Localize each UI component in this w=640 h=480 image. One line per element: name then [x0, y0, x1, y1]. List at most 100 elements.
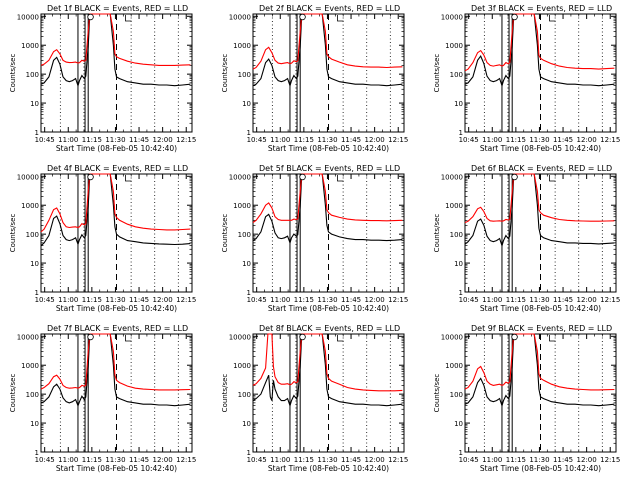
y-tick-label: 100: [26, 71, 39, 79]
y-tick-label: 1000: [445, 202, 463, 210]
series-line-events: [40, 173, 191, 247]
y-tick-label: 10: [454, 420, 463, 428]
x-tick-label: 11:30: [105, 136, 125, 144]
x-tick-label: 11:30: [529, 136, 549, 144]
y-tick-label: 100: [238, 71, 251, 79]
event-marker-bracket: [337, 15, 344, 22]
y-tick-label: 10: [454, 260, 463, 268]
y-tick-label: 1: [247, 449, 251, 457]
event-marker-circle: [299, 173, 306, 181]
x-tick-label: 11:30: [105, 456, 125, 464]
x-tick-label: 12:15: [388, 456, 408, 464]
y-tick-label: 10: [242, 100, 251, 108]
y-tick-label: 1: [35, 449, 39, 457]
event-marker-bracket: [125, 175, 132, 182]
x-tick-label: 11:45: [553, 456, 573, 464]
y-axis-label: Counts/sec: [433, 374, 441, 413]
x-tick-label: 12:00: [577, 456, 597, 464]
panel-title: Det 8f BLACK = Events, RED = LLD: [259, 324, 400, 333]
y-tick-label: 1: [459, 449, 463, 457]
y-tick-label: 10: [30, 260, 39, 268]
x-axis-label: Start Time (08-Feb-05 10:42:40): [268, 144, 389, 153]
series-line-lld: [464, 173, 615, 224]
x-tick-label: 12:15: [388, 296, 408, 304]
event-marker-circle: [511, 13, 518, 21]
x-axis-label: Start Time (08-Feb-05 10:42:40): [56, 144, 177, 153]
x-tick-label: 11:15: [294, 456, 314, 464]
y-tick-label: 1000: [233, 42, 251, 50]
x-tick-label: 11:15: [82, 456, 102, 464]
x-axis-label: Start Time (08-Feb-05 10:42:40): [268, 304, 389, 313]
x-tick-label: 11:30: [317, 296, 337, 304]
y-tick-label: 10000: [229, 13, 251, 21]
y-tick-label: 100: [238, 391, 251, 399]
y-axis-label: Counts/sec: [221, 374, 229, 413]
panel-title: Det 7f BLACK = Events, RED = LLD: [47, 324, 188, 333]
y-axis-label: Counts/sec: [433, 54, 441, 93]
y-tick-label: 100: [450, 391, 463, 399]
y-tick-label: 100: [26, 231, 39, 239]
x-tick-label: 11:45: [341, 296, 361, 304]
x-tick-label: 12:00: [153, 296, 173, 304]
event-marker-bracket: [125, 335, 132, 342]
y-tick-label: 1: [35, 289, 39, 297]
x-tick-label: 12:00: [153, 136, 173, 144]
x-tick-label: 12:00: [365, 456, 385, 464]
x-tick-label: 12:00: [153, 456, 173, 464]
event-marker-bracket: [337, 335, 344, 342]
panel-title: Det 3f BLACK = Events, RED = LLD: [471, 4, 612, 13]
y-tick-label: 10000: [229, 173, 251, 181]
x-tick-label: 10:45: [459, 136, 479, 144]
x-tick-label: 11:00: [58, 296, 78, 304]
y-tick-label: 1: [247, 129, 251, 137]
y-tick-label: 10: [454, 100, 463, 108]
x-tick-label: 11:15: [294, 296, 314, 304]
x-tick-label: 12:15: [176, 296, 196, 304]
series-line-lld: [40, 333, 191, 391]
panel-title: Det 5f BLACK = Events, RED = LLD: [259, 164, 400, 173]
y-tick-label: 10: [30, 100, 39, 108]
x-axis-label: Start Time (08-Feb-05 10:42:40): [480, 464, 601, 473]
x-tick-label: 11:45: [129, 296, 149, 304]
series-line-events: [252, 13, 403, 88]
y-tick-label: 1: [459, 289, 463, 297]
y-tick-label: 1000: [233, 202, 251, 210]
x-tick-label: 12:00: [577, 136, 597, 144]
panel-title: Det 6f BLACK = Events, RED = LLD: [471, 164, 612, 173]
x-tick-label: 11:00: [482, 296, 502, 304]
y-tick-label: 10000: [17, 13, 39, 21]
y-tick-label: 10: [242, 260, 251, 268]
x-tick-label: 10:45: [35, 136, 55, 144]
x-tick-label: 11:15: [82, 296, 102, 304]
event-marker-bracket: [337, 175, 344, 182]
y-tick-label: 100: [26, 391, 39, 399]
x-tick-label: 11:45: [129, 456, 149, 464]
y-tick-label: 1000: [21, 202, 39, 210]
x-tick-label: 12:00: [365, 136, 385, 144]
series-line-lld: [252, 333, 403, 392]
y-tick-label: 1000: [21, 362, 39, 370]
event-marker-circle: [87, 333, 94, 341]
x-tick-label: 11:30: [105, 296, 125, 304]
x-tick-label: 11:00: [482, 136, 502, 144]
y-tick-label: 1000: [233, 362, 251, 370]
panel-title: Det 1f BLACK = Events, RED = LLD: [47, 4, 188, 13]
x-tick-label: 10:45: [247, 456, 267, 464]
y-tick-label: 10: [242, 420, 251, 428]
y-axis-label: Counts/sec: [221, 214, 229, 253]
y-tick-label: 10000: [17, 173, 39, 181]
panel-title: Det 2f BLACK = Events, RED = LLD: [259, 4, 400, 13]
panel-title: Det 9f BLACK = Events, RED = LLD: [471, 324, 612, 333]
x-tick-label: 12:15: [600, 296, 620, 304]
x-tick-label: 11:15: [506, 296, 526, 304]
x-axis-label: Start Time (08-Feb-05 10:42:40): [56, 464, 177, 473]
series-line-lld: [40, 173, 191, 233]
y-axis-label: Counts/sec: [9, 374, 17, 413]
x-tick-label: 12:15: [388, 136, 408, 144]
y-axis-label: Counts/sec: [433, 214, 441, 253]
event-marker-bracket: [549, 15, 556, 22]
x-tick-label: 12:15: [176, 136, 196, 144]
y-tick-label: 10000: [441, 13, 463, 21]
y-tick-label: 100: [238, 231, 251, 239]
series-line-events: [252, 173, 403, 245]
